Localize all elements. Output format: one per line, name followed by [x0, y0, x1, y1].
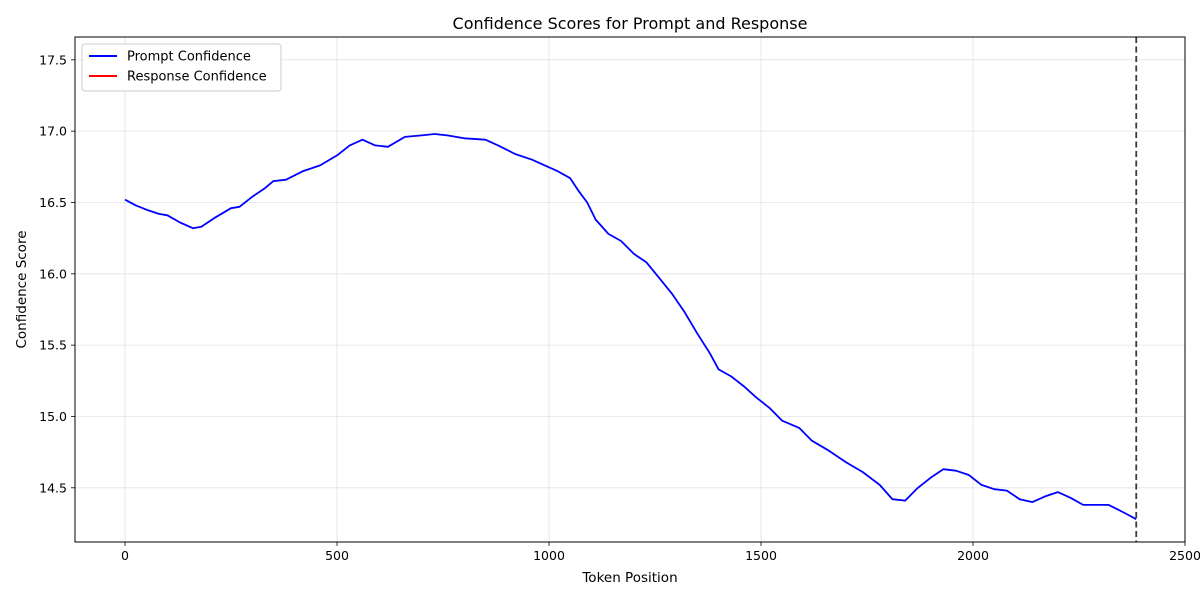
y-tick-label: 17.0: [39, 124, 67, 139]
x-tick-label: 2500: [1169, 548, 1200, 563]
x-axis-title: Token Position: [581, 570, 677, 586]
y-tick-label: 16.0: [39, 266, 67, 281]
x-tick-label: 500: [325, 548, 349, 563]
plot-frame: [74, 36, 1186, 543]
y-tick-label: 16.5: [39, 195, 67, 210]
y-tick-label: 17.5: [39, 52, 67, 67]
series-layer: [124, 133, 1137, 520]
chart-title: Confidence Scores for Prompt and Respons…: [453, 14, 808, 33]
grid: [75, 37, 1186, 542]
legend: Prompt Confidence Response Confidence: [81, 43, 282, 92]
y-tick-label: 15.5: [39, 338, 67, 353]
y-axis-title: Confidence Score: [14, 230, 30, 348]
legend-label-response: Response Confidence: [127, 70, 267, 85]
axis-ticks: 0 500 1000 1500 2000 2500 14.5 15.0 15.5 16.0 16.5…: [39, 52, 1200, 563]
x-tick-label: 1500: [745, 548, 777, 563]
y-tick-label: 14.5: [39, 480, 67, 495]
series-line-prompt-confidence: [124, 133, 1137, 520]
legend-label-prompt: Prompt Confidence: [127, 50, 251, 65]
x-tick-label: 0: [121, 548, 129, 563]
y-tick-label: 15.0: [39, 409, 67, 424]
x-tick-label: 1000: [533, 548, 565, 563]
x-tick-label: 2000: [957, 548, 989, 563]
legend-box: [81, 43, 282, 92]
